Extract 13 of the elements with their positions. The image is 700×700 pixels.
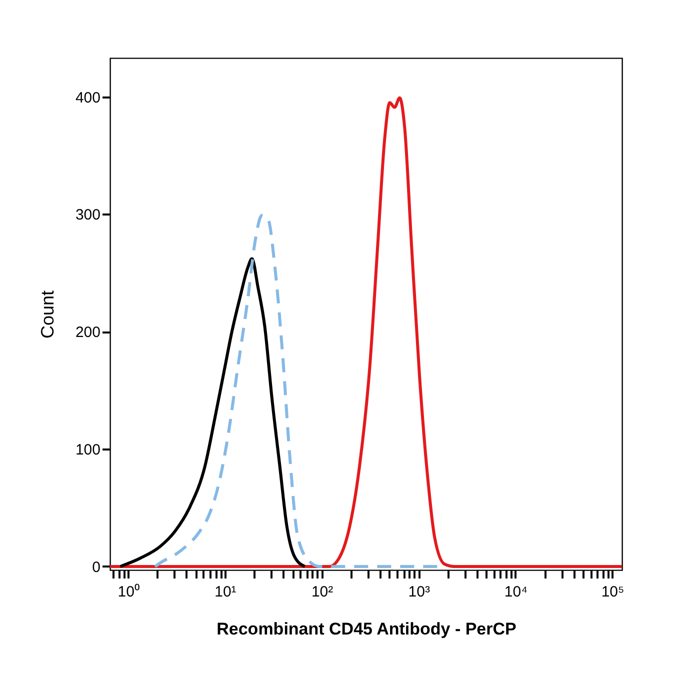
- x-tick-label: 10³: [408, 584, 430, 600]
- y-tick-label: 200: [75, 324, 100, 342]
- y-axis-title: Count: [37, 290, 58, 339]
- y-tick-label: 100: [75, 442, 100, 459]
- y-tick-label: 300: [75, 206, 100, 224]
- x-tick-label: 10⁵: [601, 584, 624, 600]
- y-tick-label: 400: [75, 89, 100, 106]
- x-tick-label: 10⁴: [504, 584, 528, 600]
- x-axis-title: Recombinant CD45 Antibody - PerCP: [216, 620, 516, 638]
- x-tick-label: 10¹: [214, 584, 236, 600]
- y-tick-label: 0: [92, 558, 100, 576]
- x-tick-label: 10⁰: [118, 584, 140, 600]
- x-tick-label: 10²: [311, 584, 334, 600]
